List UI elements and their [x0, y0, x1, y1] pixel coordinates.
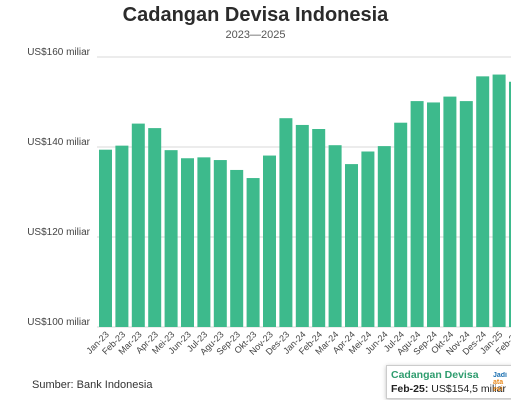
- chart-subtitle: 2023—2025: [225, 29, 286, 41]
- bar-feb-25[interactable]: [509, 81, 511, 327]
- bar-nov-23[interactable]: [263, 155, 276, 327]
- tooltip: Cadangan Devisa Feb-25: US$154,5 miliar: [386, 365, 511, 399]
- bar-feb-24[interactable]: [312, 129, 326, 327]
- source-note: Sumber: Bank Indonesia: [32, 379, 153, 391]
- y-tick-label: US$160 miliar: [27, 47, 90, 58]
- y-tick-label: US$100 miliar: [27, 317, 90, 328]
- bar-jan-23[interactable]: [99, 149, 112, 327]
- brand-logo: Jadi ata evi: [493, 372, 511, 394]
- tooltip-category: Feb-25:: [391, 383, 429, 395]
- tooltip-value: US$154,5 miliar: [431, 383, 506, 395]
- bar-apr-23[interactable]: [148, 128, 162, 327]
- x-axis-ticks: Jan-23Feb-23Mar-23Apr-23Mei-23Jun-23Jul-…: [84, 329, 511, 357]
- bar-sep-24[interactable]: [427, 102, 440, 327]
- bar-des-24[interactable]: [476, 76, 490, 327]
- bar-nov-24[interactable]: [459, 101, 473, 327]
- bar-jul-23[interactable]: [197, 157, 211, 327]
- logo-line-1: Jadi: [493, 372, 508, 379]
- bar-jun-23[interactable]: [181, 158, 194, 327]
- y-tick-label: US$120 miliar: [27, 227, 90, 238]
- bar-agu-24[interactable]: [410, 101, 424, 327]
- bar-jan-25[interactable]: [492, 74, 506, 327]
- bar-mei-23[interactable]: [164, 150, 178, 327]
- bar-mar-23[interactable]: [131, 123, 145, 327]
- bar-mei-24[interactable]: [361, 151, 375, 328]
- bar-okt-23[interactable]: [246, 178, 260, 327]
- bars: [99, 74, 511, 328]
- bar-feb-23[interactable]: [115, 145, 129, 327]
- tooltip-series: Cadangan Devisa: [391, 369, 479, 381]
- logo-line-2: ata: [493, 379, 504, 386]
- bar-okt-24[interactable]: [443, 96, 457, 327]
- bar-agu-23[interactable]: [213, 160, 227, 327]
- bar-jul-24[interactable]: [394, 122, 408, 327]
- bar-des-23[interactable]: [279, 118, 293, 327]
- bar-sep-23[interactable]: [230, 169, 244, 327]
- bar-jun-24[interactable]: [377, 146, 391, 327]
- bar-apr-24[interactable]: [345, 164, 358, 327]
- bar-mar-24[interactable]: [328, 145, 342, 327]
- y-axis-ticks: US$100 miliar US$120 miliar US$140 miliar U…: [27, 47, 90, 328]
- logo-line-3: evi: [493, 386, 503, 393]
- y-tick-label: US$140 miliar: [27, 137, 90, 148]
- chart-title: Cadangan Devisa Indonesia: [122, 4, 389, 26]
- bar-jan-24[interactable]: [295, 124, 309, 327]
